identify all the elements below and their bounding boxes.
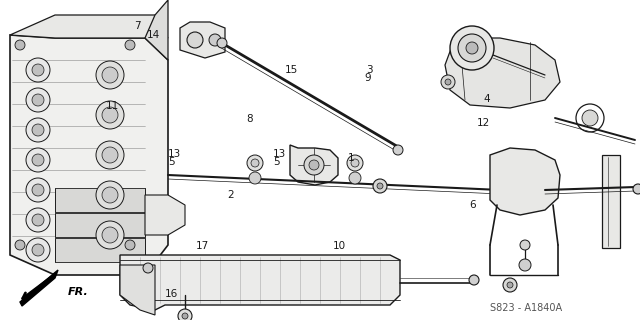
- Circle shape: [217, 38, 227, 48]
- Polygon shape: [145, 195, 185, 235]
- Circle shape: [469, 275, 479, 285]
- Text: 9: 9: [365, 73, 371, 84]
- Circle shape: [32, 124, 44, 136]
- Circle shape: [187, 32, 203, 48]
- Text: 2: 2: [227, 189, 234, 200]
- Text: 8: 8: [246, 114, 253, 124]
- Text: 13: 13: [273, 149, 285, 159]
- Circle shape: [393, 145, 403, 155]
- Polygon shape: [55, 213, 145, 237]
- Text: 13: 13: [168, 149, 180, 159]
- Circle shape: [26, 178, 50, 202]
- Circle shape: [32, 184, 44, 196]
- Circle shape: [251, 159, 259, 167]
- Polygon shape: [602, 155, 620, 248]
- Polygon shape: [10, 15, 168, 38]
- Circle shape: [582, 110, 598, 126]
- Polygon shape: [10, 35, 168, 275]
- Circle shape: [32, 94, 44, 106]
- Circle shape: [26, 88, 50, 112]
- Circle shape: [519, 259, 531, 271]
- Circle shape: [466, 42, 478, 54]
- Text: FR.: FR.: [68, 287, 89, 297]
- Polygon shape: [290, 145, 338, 185]
- Text: 11: 11: [106, 100, 118, 111]
- Text: 10: 10: [333, 241, 346, 252]
- Polygon shape: [55, 238, 145, 262]
- Circle shape: [209, 34, 221, 46]
- Polygon shape: [490, 148, 560, 215]
- Circle shape: [143, 263, 153, 273]
- Polygon shape: [20, 270, 58, 306]
- Text: 1: 1: [348, 153, 354, 164]
- Text: S823 - A1840A: S823 - A1840A: [490, 303, 562, 313]
- Polygon shape: [120, 265, 155, 315]
- Circle shape: [125, 40, 135, 50]
- Circle shape: [633, 184, 640, 194]
- Circle shape: [26, 118, 50, 142]
- Text: 14: 14: [147, 30, 160, 40]
- Circle shape: [96, 61, 124, 89]
- Circle shape: [32, 244, 44, 256]
- Circle shape: [458, 34, 486, 62]
- Circle shape: [32, 214, 44, 226]
- Circle shape: [102, 187, 118, 203]
- Circle shape: [178, 309, 192, 320]
- Circle shape: [26, 208, 50, 232]
- Polygon shape: [120, 255, 400, 310]
- Circle shape: [32, 154, 44, 166]
- Circle shape: [102, 227, 118, 243]
- Circle shape: [102, 147, 118, 163]
- Circle shape: [503, 278, 517, 292]
- Text: 12: 12: [477, 118, 490, 128]
- Circle shape: [26, 58, 50, 82]
- Circle shape: [26, 148, 50, 172]
- Text: 5: 5: [168, 156, 175, 167]
- Circle shape: [15, 40, 25, 50]
- Circle shape: [304, 155, 324, 175]
- Text: 5: 5: [273, 156, 280, 167]
- Circle shape: [445, 79, 451, 85]
- Text: 4: 4: [483, 94, 490, 104]
- Circle shape: [96, 221, 124, 249]
- Circle shape: [32, 64, 44, 76]
- Text: 16: 16: [165, 289, 178, 299]
- Circle shape: [309, 160, 319, 170]
- Circle shape: [349, 172, 361, 184]
- Circle shape: [373, 179, 387, 193]
- Circle shape: [96, 181, 124, 209]
- Circle shape: [96, 101, 124, 129]
- Circle shape: [347, 155, 363, 171]
- Polygon shape: [145, 0, 168, 60]
- Polygon shape: [445, 38, 560, 108]
- Text: 7: 7: [134, 21, 141, 31]
- Circle shape: [377, 183, 383, 189]
- Circle shape: [102, 107, 118, 123]
- Text: 15: 15: [285, 65, 298, 76]
- Circle shape: [26, 238, 50, 262]
- Circle shape: [351, 159, 359, 167]
- Circle shape: [249, 172, 261, 184]
- Circle shape: [15, 240, 25, 250]
- Text: 17: 17: [196, 241, 209, 251]
- Polygon shape: [55, 188, 145, 212]
- Text: 6: 6: [469, 200, 476, 210]
- Circle shape: [182, 313, 188, 319]
- Circle shape: [507, 282, 513, 288]
- Circle shape: [125, 240, 135, 250]
- Circle shape: [102, 67, 118, 83]
- Circle shape: [520, 240, 530, 250]
- Polygon shape: [180, 22, 225, 58]
- Circle shape: [247, 155, 263, 171]
- Circle shape: [96, 141, 124, 169]
- Text: 3: 3: [367, 65, 373, 75]
- Circle shape: [450, 26, 494, 70]
- Circle shape: [441, 75, 455, 89]
